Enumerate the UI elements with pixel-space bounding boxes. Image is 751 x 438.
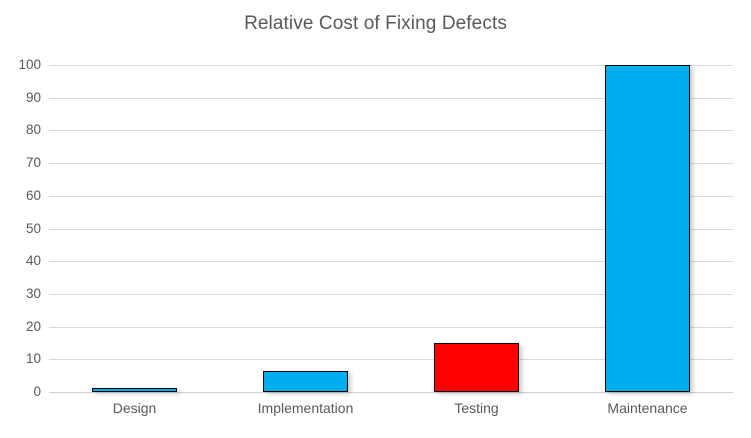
plot-area [49, 65, 733, 393]
gridline [49, 97, 733, 99]
bars-layer [49, 65, 733, 392]
bar-maintenance[interactable] [604, 65, 691, 392]
x-axis-tick-label: Design [112, 400, 157, 416]
gridline [49, 293, 733, 295]
gridline [49, 261, 733, 263]
gridline [49, 130, 733, 132]
x-axis-tick-label: Testing [454, 400, 499, 416]
gridline [49, 326, 733, 328]
y-axis-tick-label: 40 [25, 253, 41, 269]
x-axis-tick-label: Implementation [257, 400, 354, 416]
gridline [49, 359, 733, 361]
gridline [49, 65, 733, 66]
y-axis-tick-label: 100 [18, 57, 41, 72]
gridline [49, 163, 733, 165]
bar-design[interactable] [91, 388, 178, 392]
y-axis-tick-label: 30 [25, 285, 41, 301]
y-axis-tick-label: 10 [25, 351, 41, 367]
y-axis-tick-label: 50 [25, 220, 41, 236]
y-axis-tick-label: 20 [25, 318, 41, 334]
y-axis-tick-label: 90 [25, 89, 41, 105]
gridline [49, 228, 733, 230]
chart-title: Relative Cost of Fixing Defects [244, 13, 507, 34]
y-axis-tick-label: 70 [25, 155, 41, 171]
y-axis-tick-label: 80 [25, 122, 41, 138]
y-axis: 0 10 20 30 40 50 60 70 80 90 100 [0, 58, 41, 398]
y-axis-tick-label: 0 [33, 384, 41, 399]
bar-implementation[interactable] [262, 370, 349, 392]
y-axis-tick-label: 60 [25, 187, 41, 203]
bar-testing[interactable] [433, 342, 520, 392]
x-axis-tick-label: Maintenance [607, 400, 688, 416]
gridline [49, 195, 733, 197]
gridline [49, 392, 733, 393]
x-axis: Design Implementation Testing Maintenance [49, 399, 733, 427]
